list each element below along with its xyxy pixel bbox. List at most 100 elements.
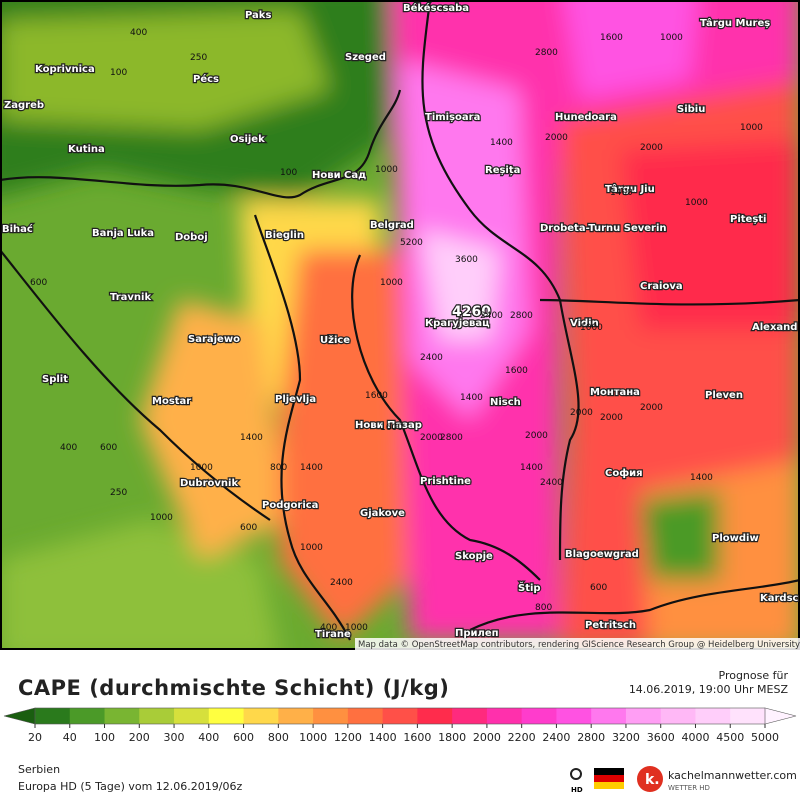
contour-label: 2000 bbox=[600, 413, 623, 423]
city-label: Mostar bbox=[152, 396, 191, 407]
colorbar-segment bbox=[556, 708, 592, 724]
contour-label: 5200 bbox=[400, 238, 423, 248]
contour-label: 100 bbox=[280, 168, 297, 178]
colorbar-segment bbox=[174, 708, 210, 724]
contour-label: 400 bbox=[60, 443, 77, 453]
city-label: Szeged bbox=[345, 52, 386, 63]
colorbar-segment bbox=[417, 708, 453, 724]
city-label: Pécs bbox=[193, 73, 219, 85]
colorbar-label: 2200 bbox=[508, 731, 536, 744]
city-label: Zagreb bbox=[4, 100, 44, 111]
colorbar-label: 3200 bbox=[612, 731, 640, 744]
city-label: Split bbox=[42, 374, 68, 385]
contour-label: 1000 bbox=[580, 323, 603, 333]
colorbar-label: 5000 bbox=[751, 731, 779, 744]
colorbar-segment bbox=[139, 708, 175, 724]
colorbar-segment bbox=[69, 708, 106, 724]
colorbar-segment bbox=[591, 708, 627, 724]
contour-label: 2400 bbox=[480, 311, 503, 321]
colorbar-label: 4500 bbox=[716, 731, 744, 744]
colorbar-segment bbox=[278, 708, 314, 724]
colorbar-label: 1600 bbox=[403, 731, 431, 744]
contour-label: 100 bbox=[110, 68, 127, 78]
city-label: Pitești bbox=[730, 214, 766, 225]
colorbar-segment bbox=[486, 708, 523, 724]
city-label: Skopje bbox=[455, 551, 493, 562]
city-label: Nisch bbox=[490, 397, 521, 408]
colorbar-segment bbox=[104, 708, 140, 724]
contour-label: 400 bbox=[130, 28, 147, 38]
colorbar-label: 800 bbox=[268, 731, 289, 744]
contour-label: 2400 bbox=[330, 578, 353, 588]
contour-label: 2000 bbox=[640, 143, 663, 153]
city-label: Blagoewgrad bbox=[565, 549, 639, 560]
contour-label: 600 bbox=[100, 443, 117, 453]
brand: kachelmannwetter.com bbox=[668, 769, 797, 782]
city-label: София bbox=[605, 467, 643, 479]
attribution-bg bbox=[355, 638, 800, 650]
contour-label: 800 bbox=[535, 603, 552, 613]
city-label: Paks bbox=[245, 10, 271, 21]
contour-label: 1000 bbox=[660, 33, 683, 43]
contour-labels: 400 100 250 600 100 1000 2800 1600 1000 2000 1400 1… bbox=[30, 28, 763, 633]
city-label: Drobeta-Turnu Severin bbox=[540, 223, 667, 234]
contour-label: 1600 bbox=[505, 366, 528, 376]
colorbar-label: 1400 bbox=[369, 731, 397, 744]
city-label: Štip bbox=[518, 581, 541, 594]
city-label: Târgu Jiu bbox=[605, 183, 655, 195]
brand-sub: WETTER HD bbox=[668, 784, 710, 792]
city-label: Târgu Mureș bbox=[700, 17, 770, 29]
city-label: Kutina bbox=[68, 144, 105, 155]
flag bbox=[594, 768, 624, 775]
colorbar-segment bbox=[452, 708, 488, 724]
colorbar-label: 400 bbox=[198, 731, 219, 744]
city-label: Bihać bbox=[2, 223, 33, 235]
contour-label: 2000 bbox=[545, 133, 568, 143]
forecast-label: Prognose für bbox=[719, 669, 789, 682]
colorbar-label: 40 bbox=[63, 731, 77, 744]
contour-label: 400 bbox=[320, 623, 337, 633]
colorbar-label: 3600 bbox=[647, 731, 675, 744]
colorbar-segment bbox=[347, 708, 384, 724]
colorbar-label: 300 bbox=[164, 731, 185, 744]
city-label: Koprivnica bbox=[35, 64, 95, 75]
colorbar-label: 200 bbox=[129, 731, 150, 744]
colorbar-label: 100 bbox=[94, 731, 115, 744]
colorbar-segment bbox=[313, 708, 349, 724]
logo bbox=[637, 766, 663, 792]
city-label: Dubrovnik bbox=[180, 478, 238, 489]
city-label: Vidin bbox=[570, 318, 599, 329]
contour-label: 1000 bbox=[190, 463, 213, 473]
contour-label: 600 bbox=[240, 523, 257, 533]
contour-label: 1400 bbox=[240, 433, 263, 443]
city-label: Sarajewo bbox=[188, 334, 240, 345]
city-label: Gjakove bbox=[360, 508, 405, 519]
colorbar-segment bbox=[243, 708, 279, 724]
colorbar-label: 2800 bbox=[577, 731, 605, 744]
colorbar-label: 1200 bbox=[334, 731, 362, 744]
colorbar-segment bbox=[625, 708, 662, 724]
region: Serbien bbox=[18, 763, 60, 776]
colorbar-arrow bbox=[3, 707, 36, 725]
city-label: Pljevlja bbox=[275, 394, 316, 405]
city-label: Banja Luka bbox=[92, 228, 154, 239]
contour-label: 600 bbox=[590, 583, 607, 593]
contour-label: 1000 bbox=[345, 623, 368, 633]
colorbar-arrow bbox=[764, 707, 797, 725]
city-label: Podgorica bbox=[262, 500, 318, 511]
city-label: Прилеп bbox=[455, 628, 499, 639]
contour-label: 2800 bbox=[440, 433, 463, 443]
search-icon[interactable] bbox=[570, 768, 582, 780]
city-label: Plowdiw bbox=[712, 533, 759, 544]
city-label: Osijek bbox=[230, 134, 265, 145]
city-label: Нови Сад bbox=[312, 170, 366, 181]
city-label: Крагујевац bbox=[425, 317, 490, 329]
max-label: 4260 bbox=[452, 304, 491, 320]
colorbar-segment bbox=[382, 708, 418, 724]
cape-field bbox=[0, 0, 800, 650]
colorbar-label: 20 bbox=[28, 731, 42, 744]
colorbar-segment bbox=[208, 708, 245, 724]
title: CAPE (durchmischte Schicht) (J/kg) bbox=[18, 676, 449, 700]
city-label: Užice bbox=[320, 334, 350, 346]
